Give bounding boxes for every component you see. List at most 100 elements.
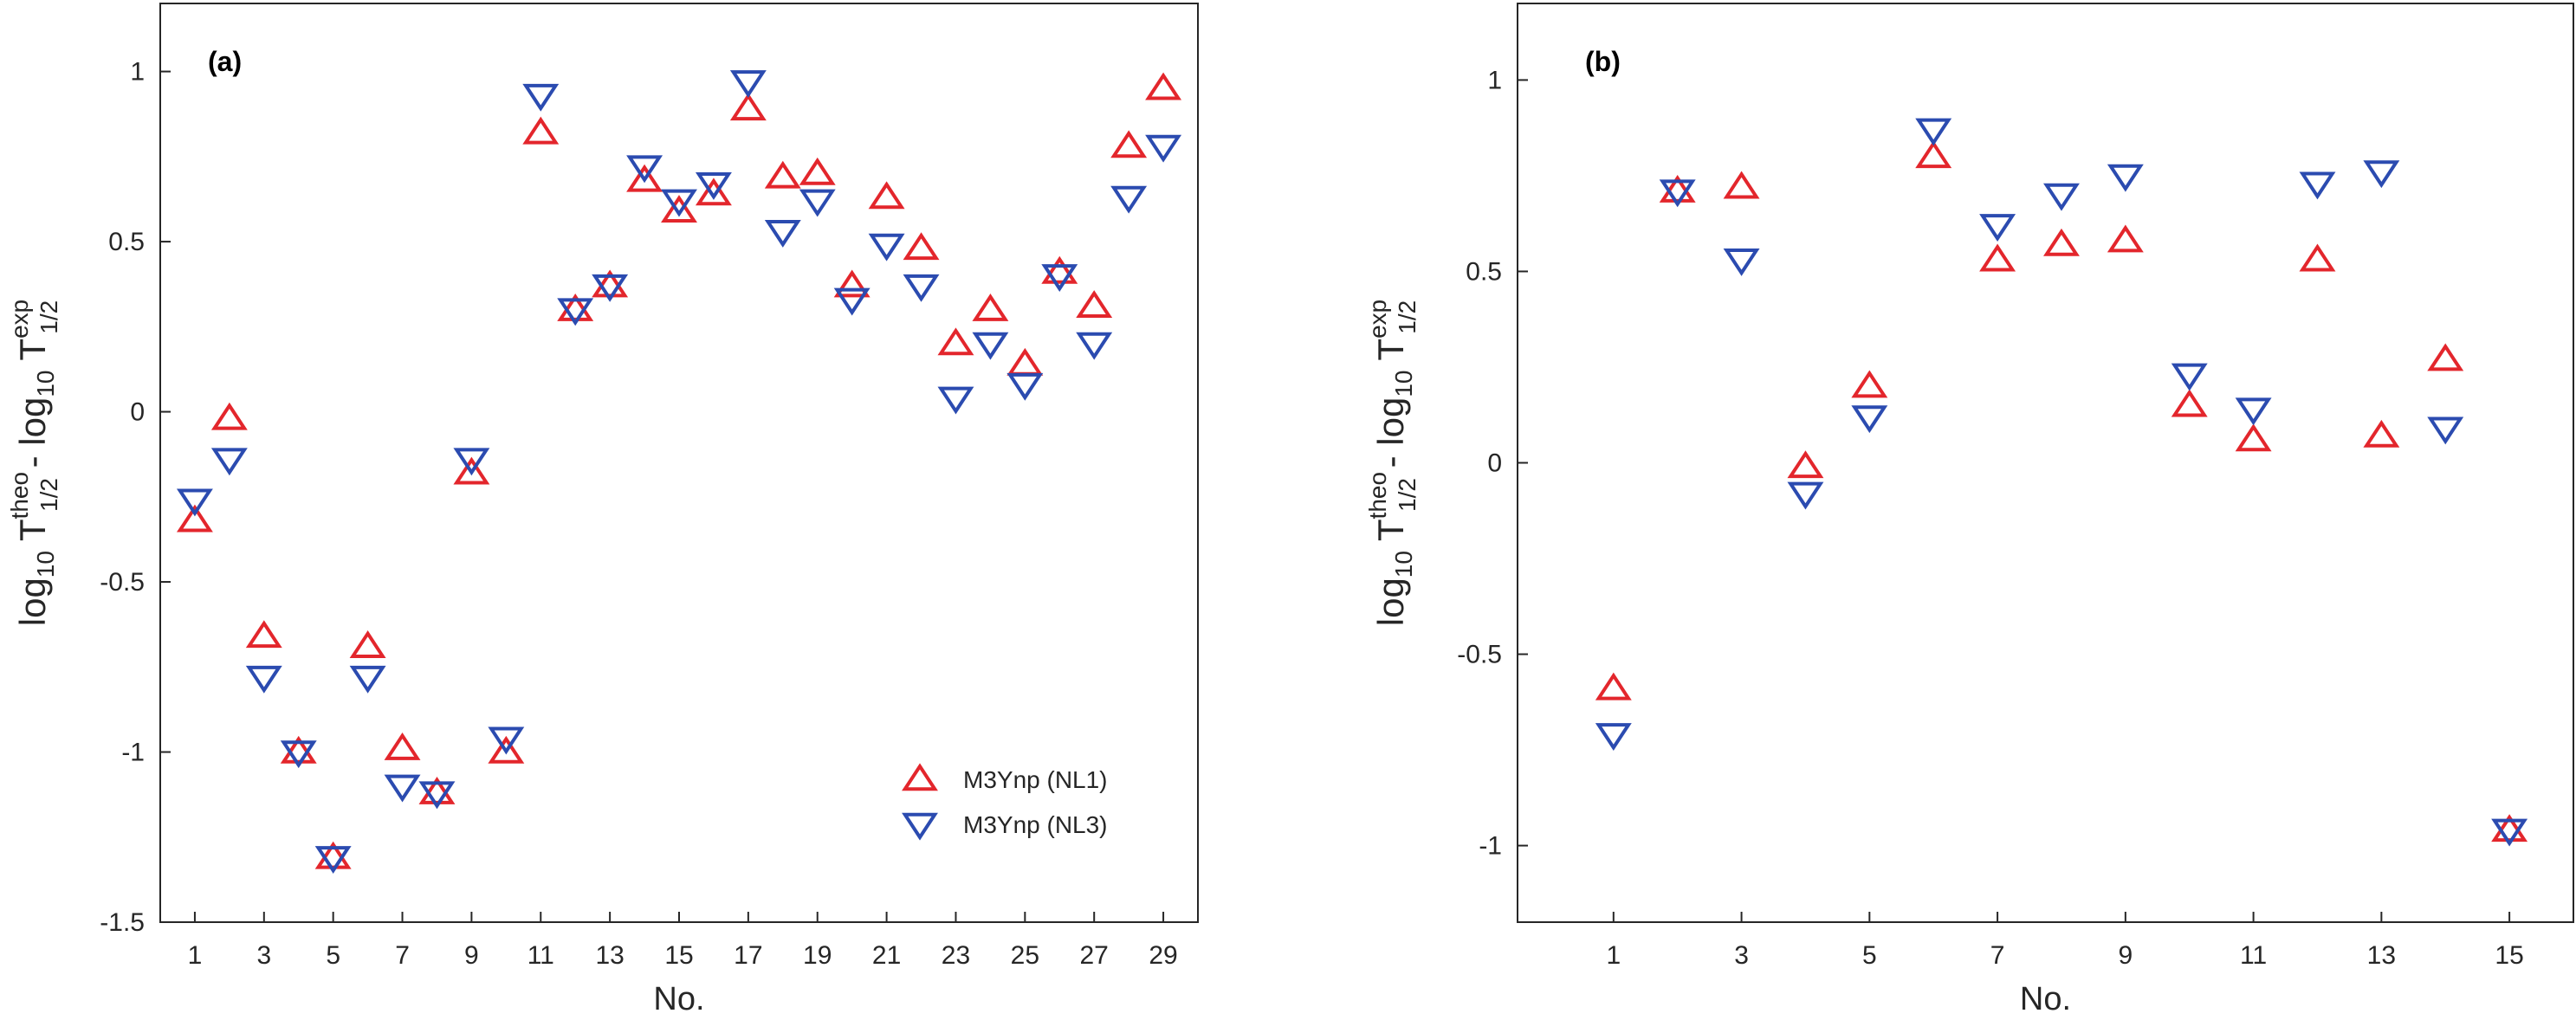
data-point [972,332,1009,360]
data-point [833,269,871,298]
data-point [729,70,767,99]
x-tick-label: 15 [2495,941,2523,970]
data-point [453,456,490,485]
series-nl3 [1595,118,2528,847]
data-point [1041,255,1078,284]
data-point [1110,130,1148,158]
y-tick-label: 0.5 [108,228,145,256]
data-point [661,195,697,223]
series-nl1 [1595,140,2528,842]
data-point [2107,224,2144,253]
data-point [764,220,801,248]
data-point [626,164,663,192]
data-point [280,740,317,769]
data-point [210,448,248,476]
data-point [1595,723,1632,752]
y-tick-label: -1 [121,739,145,767]
x-axis-label: No. [653,981,704,1017]
x-tick-label: 17 [734,941,762,970]
series-nl1 [176,72,1182,869]
data-point [1659,174,1696,203]
axes-box [1517,3,2574,923]
data-point [418,777,456,804]
data-point [384,732,421,760]
data-point [2427,343,2464,371]
data-point [384,774,421,803]
data-point [349,630,386,658]
x-tick-label: 13 [595,941,624,970]
data-point [729,93,767,121]
data-point [2299,171,2336,200]
data-point [1851,405,1888,434]
data-point [868,233,905,261]
data-point [2235,423,2272,452]
data-point [1723,171,1760,199]
x-tick-label: 5 [1862,941,1877,970]
panel-label: (b) [1585,46,1621,77]
data-point [557,298,594,326]
data-point [2363,160,2400,189]
data-point [488,726,525,755]
data-point [1076,290,1113,318]
data-point [626,155,663,184]
x-tick-label: 1 [188,941,203,970]
data-point [2427,416,2464,445]
data-point [903,274,940,302]
data-point [1110,185,1148,214]
data-point [522,83,560,112]
x-tick-label: 21 [872,941,901,970]
data-point [1595,672,1632,700]
legend-label: M3Ynp (NL1) [963,766,1108,793]
x-tick-label: 27 [1080,941,1109,970]
y-tick-label: 1 [1487,66,1502,94]
x-tick-label: 9 [464,941,479,970]
data-point [314,846,352,874]
x-axis-label: No. [2020,981,2071,1017]
x-tick-label: 1 [1606,941,1621,970]
data-point [349,665,386,694]
data-point [799,157,836,185]
data-point [453,448,490,476]
legend-marker [902,812,938,841]
legend: M3Ynp (NL1) M3Ynp (NL3) [902,763,1108,841]
data-point [972,294,1009,321]
data-point [176,504,213,533]
data-point [1915,140,1952,169]
x-tick-label: 3 [256,941,271,970]
legend-marker [902,763,938,791]
x-tick-label: 15 [664,941,693,970]
data-point [176,488,213,517]
data-point [2491,818,2528,847]
y-tick-label: -1.5 [100,908,145,937]
y-tick-label: -1 [1479,832,1502,861]
data-point [2043,228,2080,256]
legend-label: M3Ynp (NL3) [963,811,1108,838]
data-point [695,172,732,200]
x-tick-label: 7 [1990,941,2005,970]
data-point [210,402,248,430]
data-point [314,841,352,869]
y-tick-label: 0 [130,398,145,427]
data-point [1145,134,1182,163]
panel-label: (a) [208,46,242,77]
data-point [833,287,871,316]
data-point [592,269,629,298]
data-point [245,620,282,649]
x-tick-label: 25 [1011,941,1039,970]
data-point [1787,481,1824,510]
data-point [245,665,282,694]
data-point [1851,370,1888,398]
data-point [418,781,456,810]
data-point [903,232,940,261]
data-point [280,735,317,764]
x-tick-label: 19 [803,941,832,970]
x-tick-label: 11 [527,941,554,970]
data-point [2171,389,2208,417]
data-point [557,294,594,321]
data-point [1787,450,1824,479]
y-tick-label: -0.5 [100,568,145,597]
data-point [764,160,801,189]
